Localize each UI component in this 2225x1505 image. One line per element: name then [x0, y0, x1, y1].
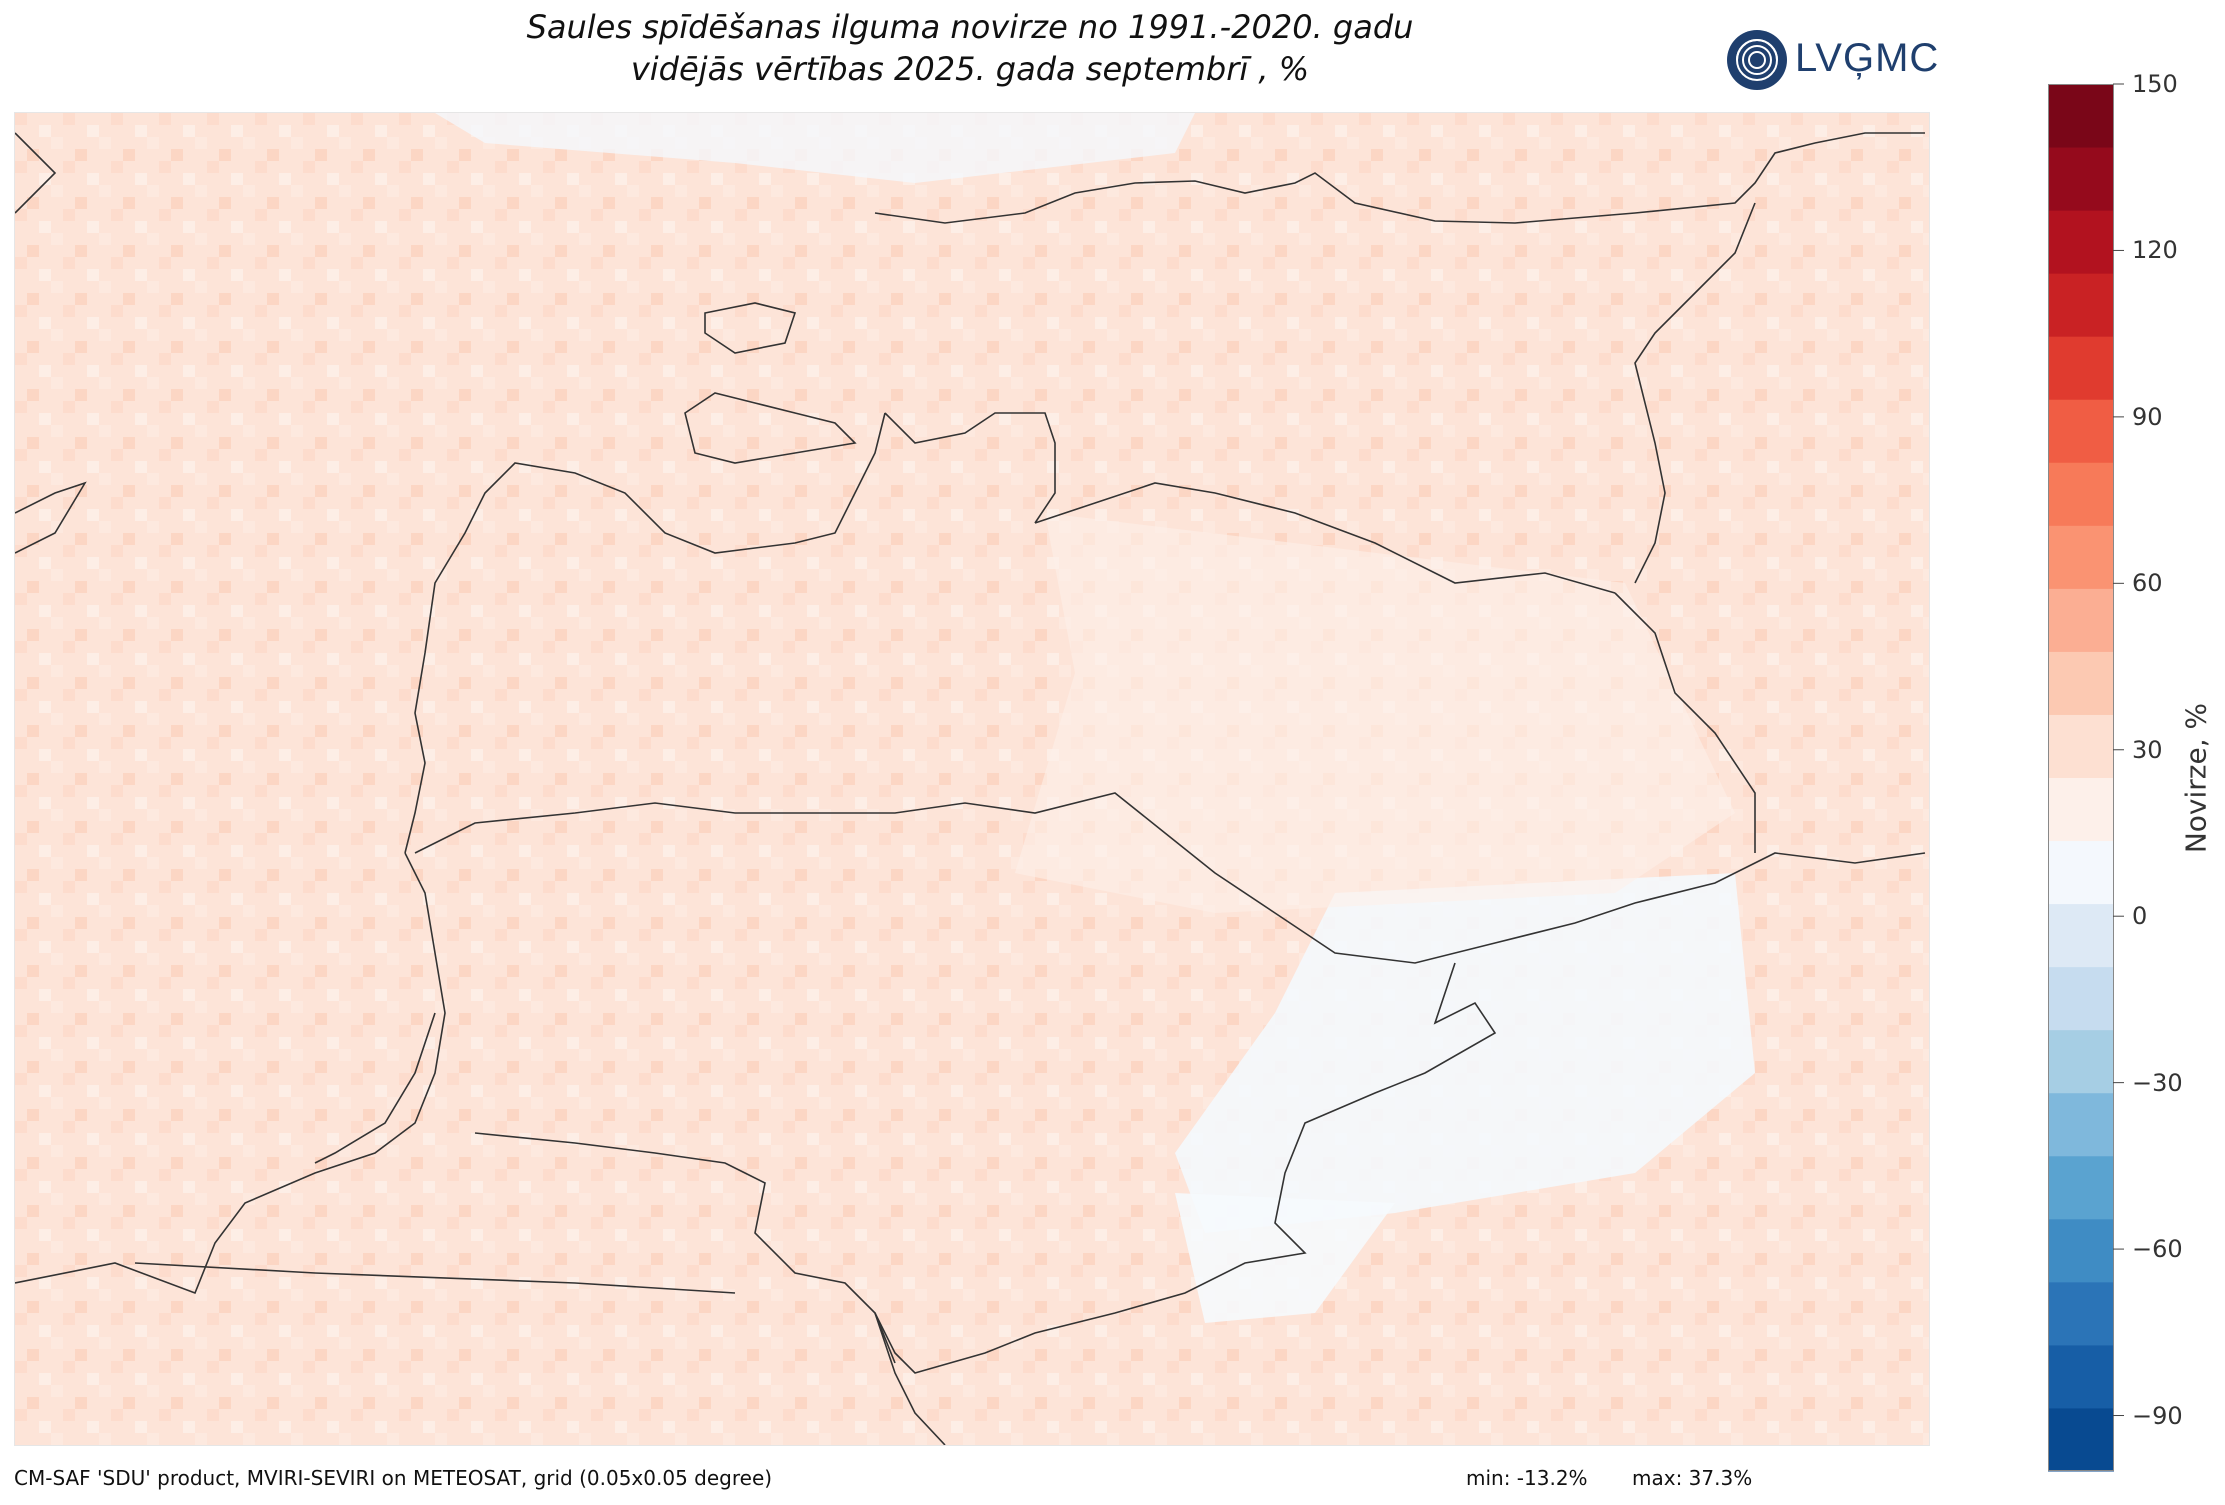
- colorbar-segment: [2048, 462, 2114, 526]
- negative-anomaly-area-north: [435, 113, 1195, 183]
- latvia-lithuania-border: [414, 792, 1926, 964]
- colorbar-tick-label: 90: [2132, 402, 2163, 431]
- sunshine-anomaly-map: [15, 113, 1929, 1445]
- colorbar-tick-label: 150: [2132, 70, 2178, 98]
- estonia-north-coast: [874, 132, 1925, 224]
- gulf-of-riga-coast: [404, 412, 886, 854]
- latvia-belarus-russia-border: [1614, 592, 1756, 853]
- data-source-note: CM-SAF 'SDU' product, MVIRI-SEVIRI on ME…: [14, 1466, 773, 1490]
- sweden-coast-fragment: [15, 481, 87, 554]
- colorbar-tick-label: −60: [2132, 1235, 2183, 1264]
- lvgmc-logo-icon: [1727, 30, 1787, 90]
- lithuania-belarus-border: [874, 962, 1497, 1374]
- colorbar-segment: [2048, 210, 2114, 274]
- colorbar-segment: [2048, 399, 2114, 463]
- colorbar-frame: [2048, 84, 2114, 1471]
- gulf-of-riga-east: [884, 412, 1056, 524]
- hiiumaa-island: [704, 302, 797, 354]
- title-line-2: vidējās vērtības 2025. gada septembrī , …: [630, 50, 1310, 88]
- finland-coast-fragment: [15, 132, 57, 214]
- colorbar-scale: [2048, 83, 2124, 1472]
- map-panel: [14, 112, 1930, 1446]
- colorbar-segment: [2048, 840, 2114, 905]
- colorbar-tick-label: −30: [2132, 1068, 2183, 1097]
- colorbar-tick-label: −90: [2132, 1401, 2183, 1430]
- colorbar-tick-label: 0: [2132, 902, 2148, 931]
- poland-belarus-border: [874, 1312, 946, 1445]
- colorbar-segment: [2048, 651, 2114, 715]
- max-value-label: max: 37.3%: [1632, 1466, 1753, 1490]
- colorbar-tick-label: 30: [2132, 735, 2163, 764]
- colorbar-segment: [2048, 777, 2114, 842]
- logo-text: LVĢMC: [1795, 36, 1940, 80]
- saaremaa-island: [684, 392, 857, 464]
- colorbar-title: Novirze, %: [2179, 702, 2213, 854]
- colorbar-segment: [2048, 588, 2114, 652]
- curonian-spit: [314, 1012, 436, 1164]
- colorbar-segment: [2048, 1344, 2114, 1409]
- estonia-latvia-border: [1034, 482, 1616, 594]
- kaliningrad-south-border: [134, 1262, 736, 1294]
- light-area-east: [1015, 513, 1735, 913]
- colorbar-segment: [2048, 273, 2114, 337]
- colorbar-tick-label: 120: [2132, 236, 2178, 265]
- colorbar-segment: [2048, 1407, 2114, 1472]
- near-zero-area-east: [1175, 873, 1755, 1233]
- min-value-label: min: -13.2%: [1466, 1466, 1588, 1490]
- colorbar-segment: [2048, 966, 2114, 1031]
- near-zero-area-southeast: [1175, 1193, 1395, 1323]
- colorbar-segment: [2048, 903, 2114, 968]
- colorbar-segment: [2048, 1092, 2114, 1157]
- title-line-1: Saules spīdēšanas ilguma novirze no 1991…: [526, 8, 1414, 46]
- coastlines-and-borders: [15, 132, 1926, 1445]
- map-title: Saules spīdēšanas ilguma novirze no 1991…: [0, 6, 1940, 90]
- estonia-russia-border: [1634, 202, 1756, 584]
- colorbar-segment: [2048, 1155, 2114, 1220]
- colorbar-tick-label: 60: [2132, 569, 2163, 598]
- lithuania-poland-kaliningrad-border: [474, 1132, 896, 1364]
- colorbar-segment: [2048, 336, 2114, 400]
- colorbar-segment: [2048, 525, 2114, 589]
- colorbar-segment: [2048, 1281, 2114, 1346]
- baltic-west-coast: [15, 852, 446, 1295]
- colorbar-segment: [2048, 147, 2114, 211]
- colorbar-segment: [2048, 1218, 2114, 1283]
- colorbar-segment: [2048, 714, 2114, 778]
- colorbar-segment: [2048, 84, 2114, 148]
- colorbar-segment: [2048, 1029, 2114, 1094]
